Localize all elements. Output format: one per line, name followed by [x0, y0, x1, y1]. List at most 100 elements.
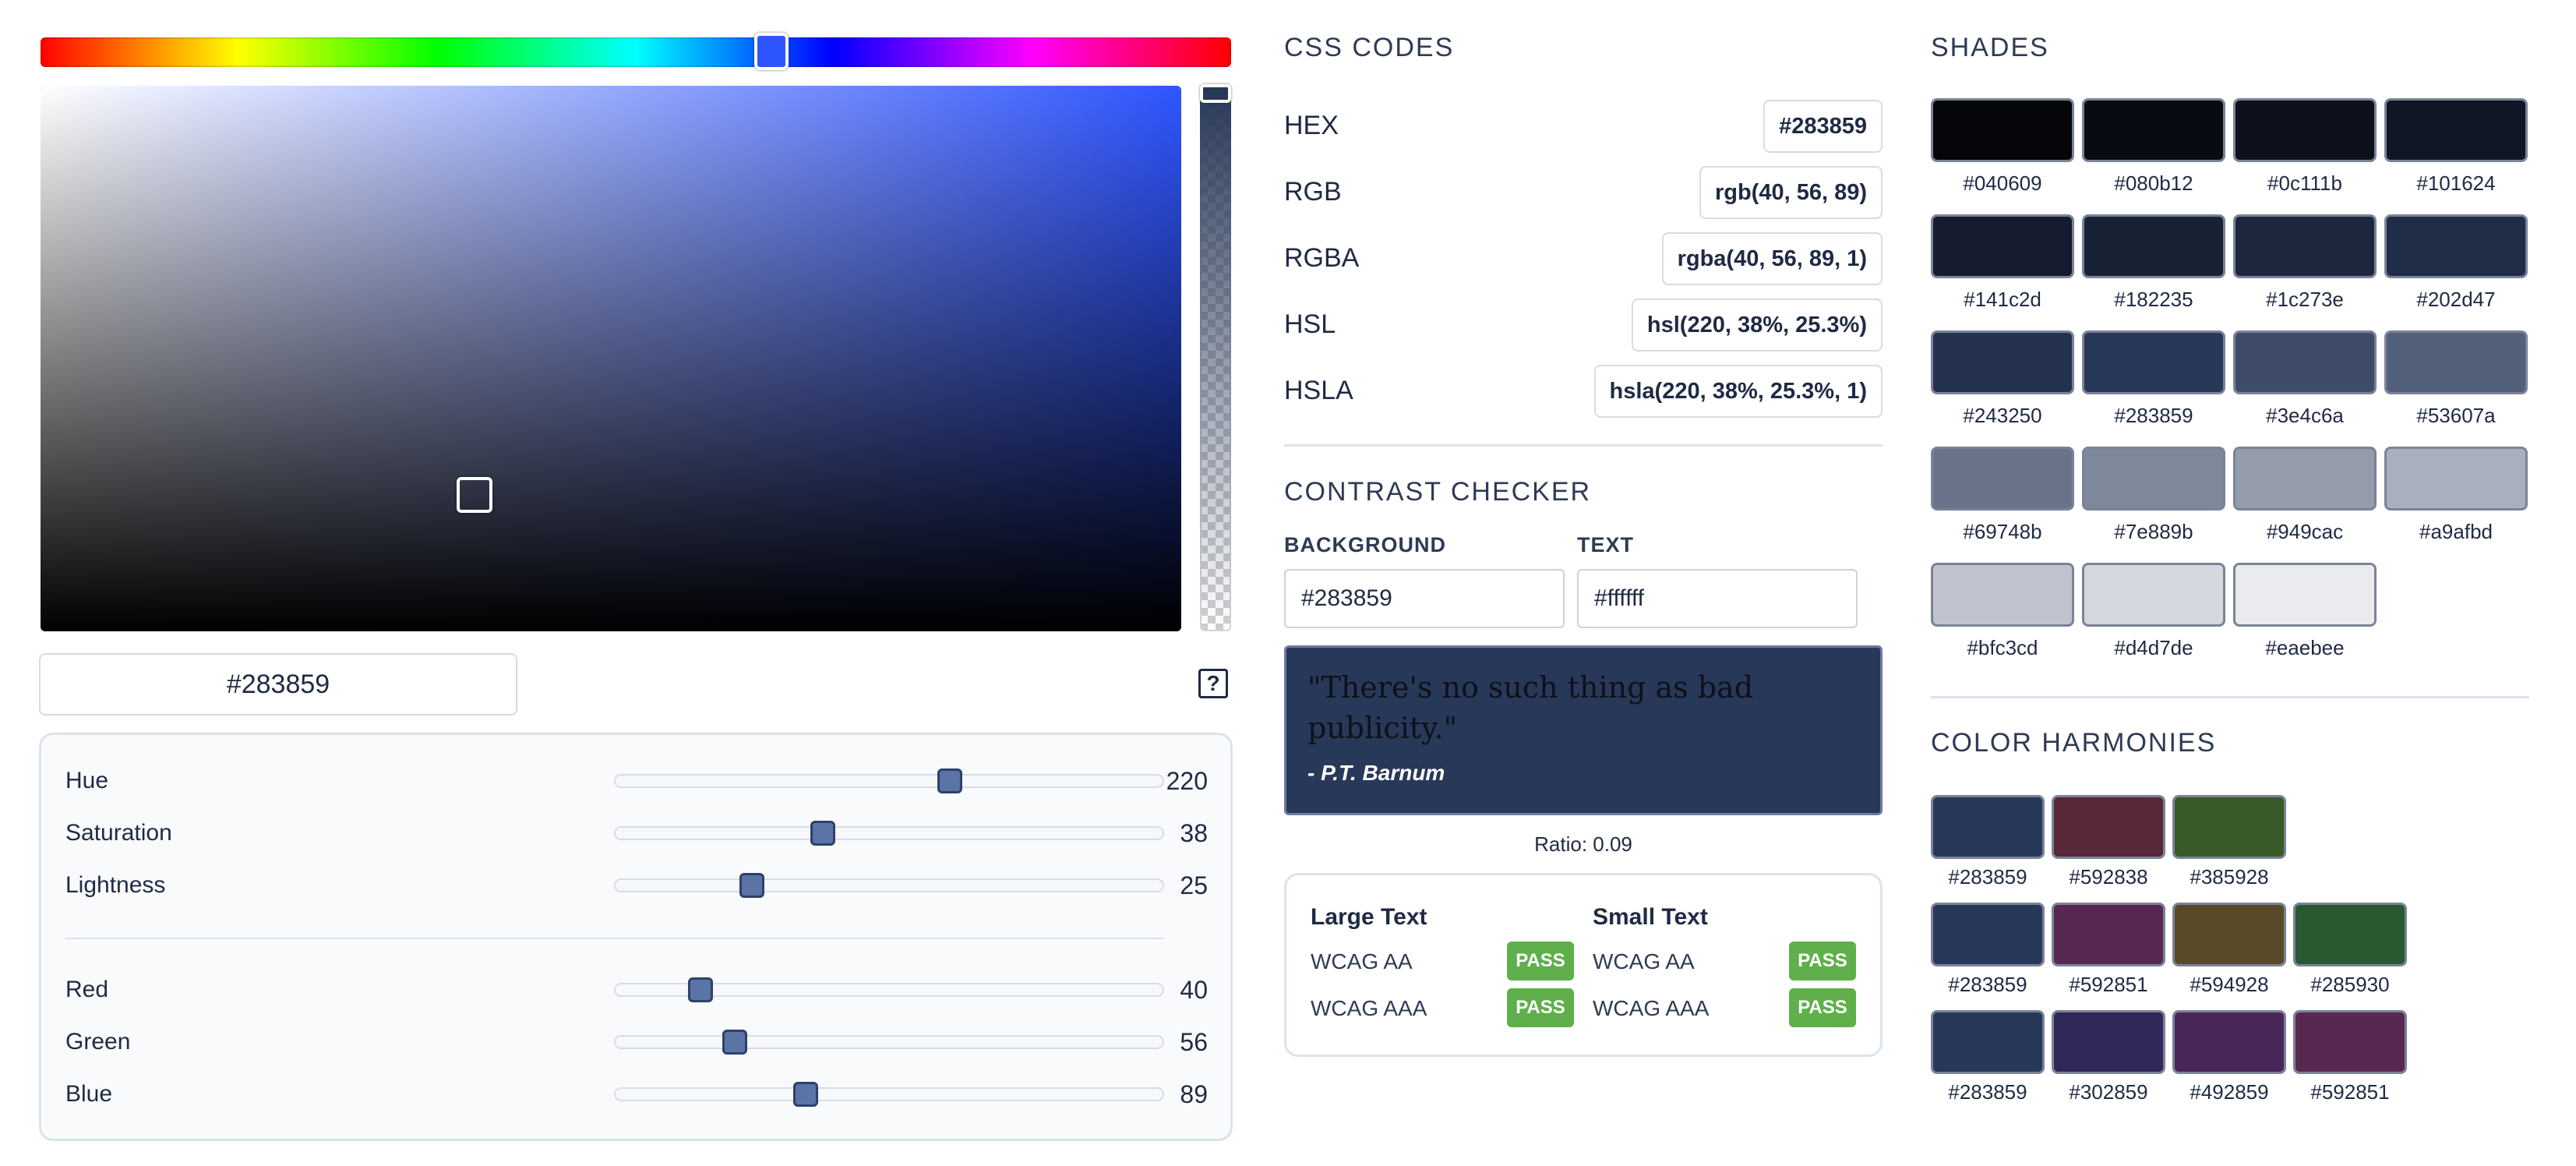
blue-value: 89 [1180, 1080, 1208, 1108]
harmony-hex-label: #594928 [2190, 973, 2269, 996]
shade-hex-label: #bfc3cd [1967, 636, 2038, 659]
hue-slider-track[interactable] [614, 774, 1164, 788]
shade-hex-label: #0c111b [2267, 171, 2342, 195]
harmony-swatch[interactable] [1931, 1010, 2045, 1074]
wcag-results-panel [1284, 873, 1883, 1057]
harmony-swatch[interactable] [2052, 1010, 2165, 1074]
red-value: 40 [1180, 976, 1208, 1004]
hue-slider-label: Hue [65, 768, 109, 793]
shade-swatch[interactable] [2233, 330, 2377, 394]
harmony-hex-label: #302859 [2069, 1080, 2148, 1104]
shade-swatch[interactable] [2384, 98, 2528, 162]
saturation-slider-track[interactable] [614, 826, 1164, 840]
shade-swatch[interactable] [2082, 214, 2225, 278]
hue-slider-bar[interactable] [41, 37, 1231, 67]
rgb-code-value[interactable]: rgb(40, 56, 89) [1699, 166, 1883, 219]
shade-swatch[interactable] [2233, 214, 2377, 278]
color-harmonies-title: COLOR HARMONIES [1931, 728, 2217, 758]
shade-swatch[interactable] [2233, 98, 2377, 162]
shade-swatch[interactable] [2082, 330, 2225, 394]
blue-slider-thumb[interactable] [793, 1082, 819, 1107]
harmony-swatch[interactable] [2052, 795, 2165, 859]
shade-hex-label: #080b12 [2114, 171, 2193, 195]
alpha-slider-handle[interactable] [1200, 84, 1231, 103]
red-slider-track[interactable] [614, 983, 1164, 997]
text-color-input[interactable] [1577, 569, 1858, 628]
shade-swatch[interactable] [2233, 447, 2377, 511]
preview-author: - P.T. Barnum [1307, 761, 1445, 785]
harmony-swatch[interactable] [2172, 1010, 2286, 1074]
sliders-panel [39, 733, 1233, 1141]
green-slider-thumb[interactable] [722, 1030, 748, 1055]
large-wcag-aa-badge: PASS [1507, 942, 1574, 980]
css-codes-title: CSS CODES [1284, 33, 1455, 62]
lightness-slider-label: Lightness [65, 872, 166, 898]
shade-swatch[interactable] [1931, 563, 2074, 627]
small-wcag-aa-label: WCAG AA [1593, 949, 1695, 973]
harmony-swatch[interactable] [2293, 1010, 2407, 1074]
shade-swatch[interactable] [2384, 330, 2528, 394]
shade-swatch[interactable] [2233, 563, 2377, 627]
hsl-code-label: HSL [1284, 309, 1336, 339]
saturation-lightness-area[interactable] [41, 86, 1181, 631]
shade-swatch[interactable] [2082, 447, 2225, 511]
shade-hex-label: #1c273e [2266, 288, 2344, 311]
shade-swatch[interactable] [2082, 98, 2225, 162]
hsla-code-value[interactable]: hsla(220, 38%, 25.3%, 1) [1593, 365, 1883, 418]
saturation-slider-thumb[interactable] [810, 821, 836, 846]
hue-slider-thumb[interactable] [937, 768, 963, 793]
hsl-code-value[interactable]: hsl(220, 38%, 25.3%) [1631, 299, 1883, 352]
small-wcag-aaa-label: WCAG AAA [1593, 996, 1710, 1020]
saturation-value: 38 [1180, 819, 1208, 847]
alpha-slider-bar[interactable] [1200, 86, 1231, 631]
large-wcag-aaa-label: WCAG AAA [1311, 996, 1427, 1020]
hue-slider-handle[interactable] [754, 33, 789, 70]
hsla-code-label: HSLA [1284, 376, 1353, 405]
shade-hex-label: #69748b [1963, 520, 2042, 543]
hex-code-value[interactable]: #283859 [1763, 100, 1883, 153]
large-wcag-aaa-badge: PASS [1507, 988, 1574, 1027]
large-text-heading: Large Text [1311, 904, 1427, 930]
shade-hex-label: #d4d7de [2114, 636, 2193, 659]
harmony-swatch[interactable] [2172, 903, 2286, 966]
background-label: BACKGROUND [1284, 533, 1446, 556]
harmony-swatch[interactable] [2172, 795, 2286, 859]
shade-hex-label: #182235 [2114, 288, 2193, 311]
shade-swatch[interactable] [1931, 98, 2074, 162]
lightness-slider-track[interactable] [614, 878, 1164, 892]
shades-title: SHADES [1931, 33, 2049, 62]
harmony-swatch[interactable] [2293, 903, 2407, 966]
red-slider-thumb[interactable] [687, 977, 713, 1002]
harmony-swatch[interactable] [2052, 903, 2165, 966]
hex-input[interactable] [39, 653, 517, 716]
lightness-slider-thumb[interactable] [739, 873, 764, 898]
shade-hex-label: #040609 [1963, 171, 2042, 195]
shade-swatch[interactable] [2384, 447, 2528, 511]
shade-hex-label: #283859 [2114, 404, 2193, 427]
contrast-ratio: Ratio: 0.09 [1534, 832, 1632, 856]
blue-slider-track[interactable] [614, 1087, 1164, 1101]
harmony-swatch[interactable] [1931, 795, 2045, 859]
shade-hex-label: #949cac [2266, 520, 2344, 543]
blue-slider-label: Blue [65, 1081, 113, 1107]
shade-swatch[interactable] [1931, 214, 2074, 278]
hex-code-label: HEX [1284, 111, 1339, 140]
shade-swatch[interactable] [2384, 214, 2528, 278]
shade-swatch[interactable] [2082, 563, 2225, 627]
saturation-lightness-handle[interactable] [457, 477, 492, 513]
contrast-preview-box [1284, 645, 1883, 815]
saturation-slider-label: Saturation [65, 820, 172, 846]
shade-hex-label: #3e4c6a [2266, 404, 2344, 427]
shade-hex-label: #eaebee [2265, 636, 2345, 659]
small-wcag-aa-badge: PASS [1789, 942, 1856, 980]
harmony-hex-label: #283859 [1948, 865, 2027, 889]
rgba-code-value[interactable]: rgba(40, 56, 89, 1) [1661, 232, 1883, 285]
help-icon[interactable]: ? [1198, 669, 1228, 698]
shade-swatch[interactable] [1931, 447, 2074, 511]
shade-swatch[interactable] [1931, 330, 2074, 394]
background-color-input[interactable] [1284, 569, 1565, 628]
harmony-hex-label: #592851 [2310, 1080, 2390, 1104]
green-slider-track[interactable] [614, 1035, 1164, 1049]
harmony-swatch[interactable] [1931, 903, 2045, 966]
harmony-hex-label: #492859 [2190, 1080, 2269, 1104]
